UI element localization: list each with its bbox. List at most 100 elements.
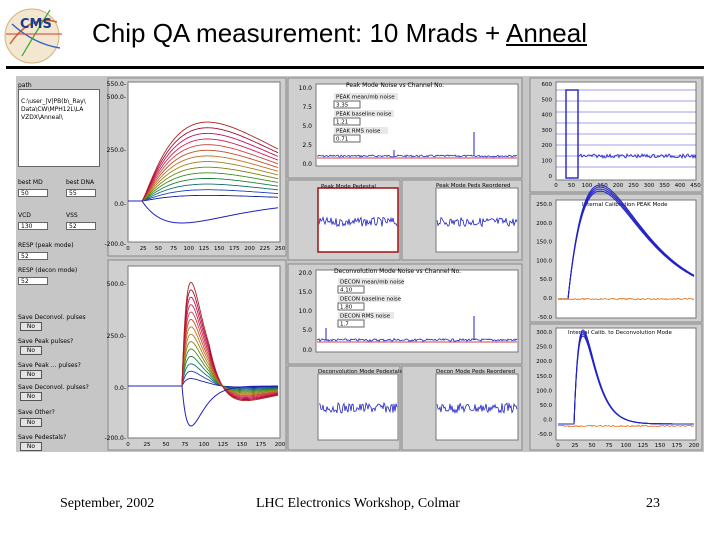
stat-label-box [334,93,398,100]
peak-stat-value-box[interactable] [333,100,361,109]
resp-peak-field[interactable]: 52 [18,252,48,260]
pulse-top-negative-curve [128,200,279,224]
peak-noise-ytick: 7.5 [302,104,312,111]
peak-pulse-baseline [557,297,695,301]
peak-pulse-ytick: 200.0 [536,221,552,227]
vcd-label: VCD [18,212,31,219]
decon-stat-value-box[interactable] [337,302,365,311]
peak-pulse-ytick: 150.0 [536,240,552,246]
peak-stat-value-box[interactable] [333,117,361,126]
best-dna-field[interactable]: 55 [66,189,96,197]
decon-stat-value: 1.80 [340,305,353,311]
peak-stat-value-box[interactable] [333,134,361,143]
decon-pulse-xtick: 125 [638,443,649,449]
pulse-top-curve [128,178,279,202]
decon-pulse-trace [557,329,695,428]
best-md-field[interactable]: 50 [18,189,48,197]
peak-pulse-plot [555,199,697,319]
pulse-bottom-ytick: 500.0- [107,281,126,288]
decon-noise-ytick: 5.0 [302,327,312,334]
decon-pulse-ytick: -50.0 [538,432,553,438]
hist-xtick: 50 [568,183,575,189]
pulse-top-curve [128,183,279,202]
pulse-top-ytick: 550.0- [107,81,126,88]
decon-ped-a-title: Deconvolution Mode Pedestals [318,369,402,375]
pulse-top-ytick: 250.0- [107,147,126,154]
decon-pulse-ytick: 150.0 [536,374,552,380]
decon-pulse-ytick: 250.0 [536,345,552,351]
pulse-bottom-ytick: 0.0- [114,385,126,392]
pulse-top-ytick: -200.0- [104,241,126,248]
decon-pulse-xtick: 150 [655,443,666,449]
path-line-3: VZDX\Anneal\ [21,114,63,121]
save-decon-label: Save Deconvol. pulses [18,314,86,321]
decon-stat-value: 4.10 [340,288,353,294]
decon-pulse-baseline [557,424,695,428]
decon-noise-title: Deconvolution Mode Noise vs Channel No. [334,268,461,275]
decon-ped-a-plot [317,373,399,441]
pulse-top-xtick: 175 [229,246,240,252]
pulse-top-yticks: 550.0- 500.0- 250.0- 0.0- -200.0- [104,81,126,248]
path-line-2: Data\CW\MPH12L\LA [21,106,84,113]
save-decon2-button[interactable]: No [20,392,42,401]
path-label: path [18,82,32,89]
pulse-bottom-ytick: -200.0- [104,435,126,442]
decon-pulse-xtick: 200 [689,443,700,449]
cms-logo: CMS [4,8,62,64]
plots-area: 550.0- 500.0- 250.0- 0.0- -200.0- 0 25 50 7… [104,77,703,451]
hist-xtick: 400 [675,183,686,189]
stat-label-box [338,278,404,285]
peak-noise-ytick: 5.0 [302,123,312,130]
peak-noise-stats: PEAK mean/mb noise 3.35 PEAK baseline no… [333,93,398,143]
hist-ytick: 300 [542,128,553,134]
resp-decon-field[interactable]: 52 [18,277,48,285]
decon-noise-stats: DECON mean/mb noise 4.10 DECON baseline … [337,278,405,328]
decon-pulse-xtick: 75 [606,443,613,449]
peak-pulse-ytick: 50.0 [540,277,553,283]
title-rule [6,66,704,69]
save-peak-button[interactable]: No [20,346,42,355]
decon-noise-ytick: 20.0 [299,270,313,277]
decon-pulse-yticks: 300.0 250.0 200.0 150.0 100.0 50.0 0.0 -50.0 [536,330,552,438]
pulse-top-curve [128,155,279,202]
pulse-bottom-xticks: 0 25 50 75 100 125 150 175 200 [126,442,285,448]
stat-label-box [334,127,388,134]
qa-screenshot: path C:\user_|V|PB(b\_Ray\ Data\CW\MPH12… [16,76,704,452]
pulse-top-curves [128,121,279,224]
hist-xtick: 0 [554,183,558,189]
save-peak2-label: Save Peak ... pulses? [18,362,81,369]
peak-ped-a-title: Peak Mode Pedestal [321,184,376,190]
footer-date: September, 2002 [60,496,155,511]
peak-stat-value: 0.71 [336,137,348,143]
pulse-top-ytick: 500.0- [107,94,126,101]
path-box[interactable]: C:\user_|V|PB(b\_Ray\ Data\CW\MPH12L\LA … [18,89,100,167]
peak-pulse-line [558,184,695,300]
save-pedestals-button[interactable]: No [20,442,42,451]
pulse-top-curve [128,138,279,202]
stat-label-box [338,312,394,319]
pulse-bottom-xtick: 100 [199,442,210,448]
save-peak2-button[interactable]: No [20,370,42,379]
pulse-top-curve [128,149,279,202]
pulse-bottom-yticks: 500.0- 250.0- 0.0- -200.0- [104,281,126,442]
decon-stat-value-box[interactable] [337,285,365,294]
decon-stat-value-box[interactable] [337,319,365,328]
pulse-top-curve [128,189,279,202]
decon-pulse-xtick: 50 [589,443,596,449]
save-other-button[interactable]: No [20,418,42,427]
pulse-top-xtick: 75 [170,246,177,252]
peak-noise-ytick: 2.5 [302,142,312,149]
hist-plot [555,81,697,181]
decon-pulse-ytick: 50.0 [540,403,553,409]
vss-field[interactable]: 52 [66,222,96,230]
decon-noise-ytick: 10.0 [299,308,313,315]
hist-xticks: 0 50 100 150 200 250 300 350 400 450 [554,183,701,189]
peak-pulse-trace [557,184,695,301]
hist-ytick: 600 [542,82,553,88]
save-decon-button[interactable]: No [20,322,42,331]
title-underlined: Anneal [506,18,588,48]
save-pedestals-label: Save Pedestals? [18,434,67,441]
pulse-top-xtick: 225 [260,246,271,252]
pulse-top-curve [128,132,279,202]
vcd-field[interactable]: 130 [18,222,48,230]
